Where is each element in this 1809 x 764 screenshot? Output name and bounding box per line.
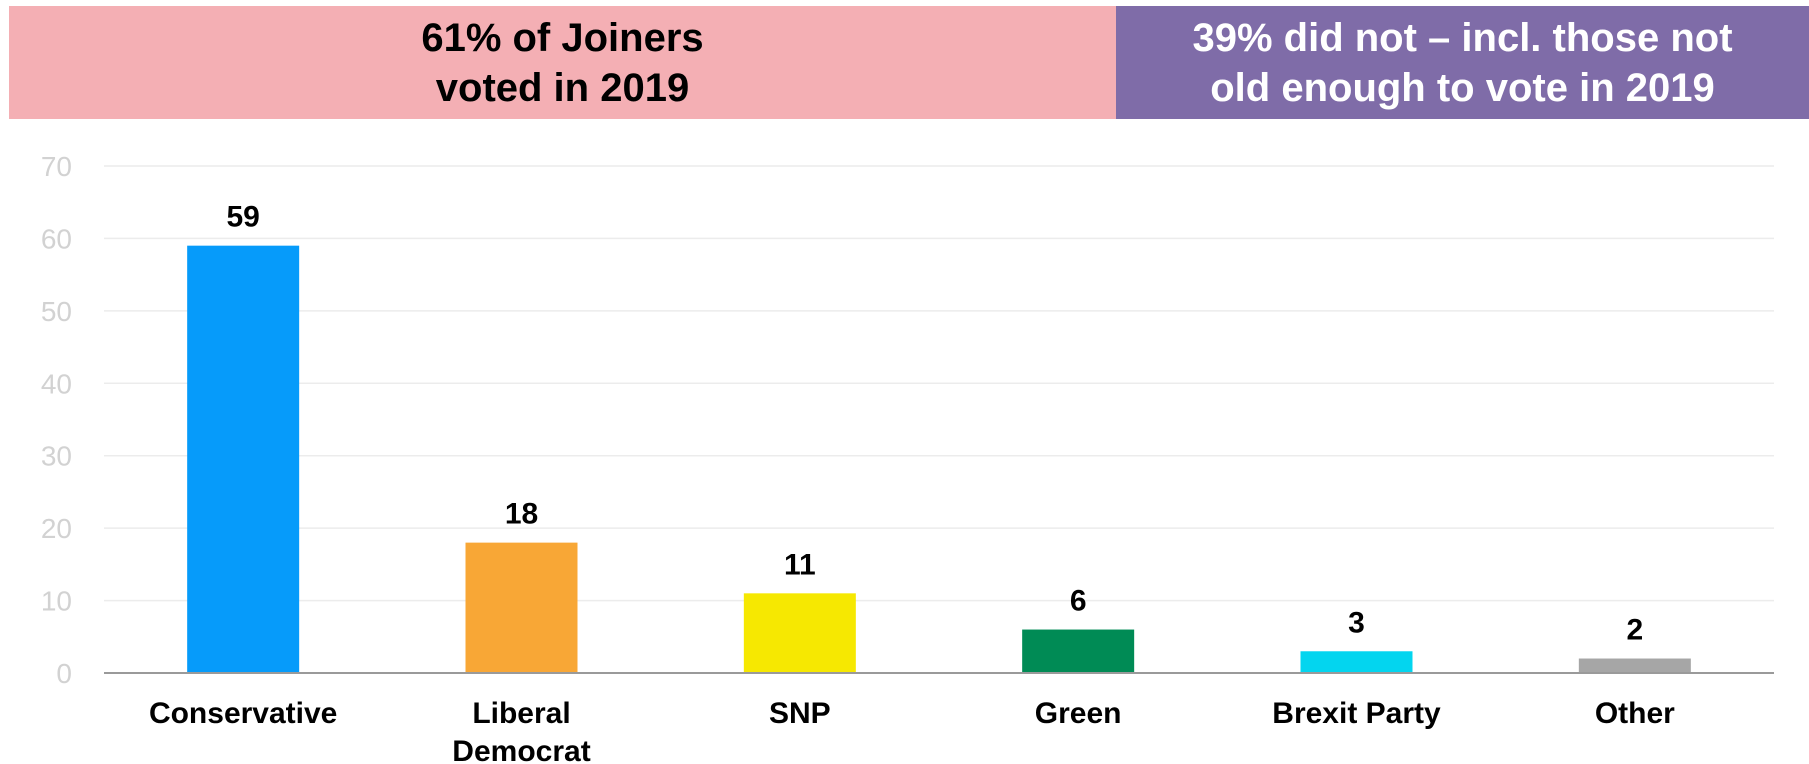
bar	[743, 593, 856, 673]
bar	[1300, 651, 1413, 673]
data-label: 2	[1626, 614, 1643, 647]
gridlines	[104, 165, 1774, 602]
data-label: 3	[1348, 606, 1365, 639]
x-tick-label: Green	[1035, 697, 1122, 730]
joiners-voted-line-2: voted in 2019	[435, 65, 690, 110]
y-axis: 0 10 20 30 40 50 60 70	[41, 151, 72, 689]
data-labels: 59 18 11 6 3 2	[226, 201, 1643, 647]
x-tick-label: Conservative	[149, 697, 337, 730]
bars	[187, 245, 1691, 673]
x-axis: Conservative Liberal Democrat SNP Green Brexi…	[104, 672, 1774, 764]
bar	[187, 245, 300, 673]
did-not-vote-banner: 39% did not – incl. those not old enough…	[1116, 6, 1809, 119]
data-label: 18	[505, 498, 538, 531]
bar	[1022, 629, 1135, 673]
y-tick-label: 40	[41, 368, 72, 399]
x-tick-label: Liberal Democrat	[452, 697, 590, 764]
did-not-vote-line-2: old enough to vote in 2019	[1210, 65, 1715, 110]
bar	[465, 542, 578, 673]
x-tick-label: Other	[1595, 697, 1675, 730]
y-tick-label: 60	[41, 223, 72, 254]
x-tick-label: Brexit Party	[1272, 697, 1441, 730]
y-tick-label: 50	[41, 296, 72, 327]
did-not-vote-line-1: 39% did not – incl. those not	[1192, 15, 1733, 60]
y-tick-label: 20	[41, 513, 72, 544]
data-label: 11	[784, 548, 816, 581]
bar	[1578, 658, 1691, 673]
data-label: 59	[226, 201, 259, 234]
x-tick-label: SNP	[769, 697, 831, 730]
y-tick-label: 0	[56, 658, 72, 689]
joiners-voted-line-1: 61% of Joiners	[421, 15, 704, 60]
y-tick-label: 70	[41, 151, 72, 182]
joiners-voted-banner: 61% of Joiners voted in 2019	[9, 6, 1116, 119]
y-tick-label: 10	[41, 586, 72, 617]
y-tick-label: 30	[41, 441, 72, 472]
data-label: 6	[1070, 585, 1087, 618]
